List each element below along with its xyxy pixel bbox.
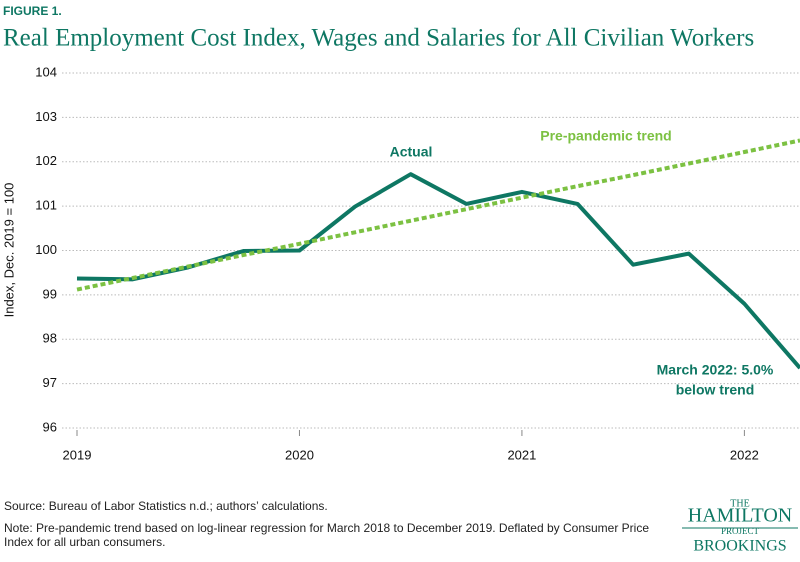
y-tick-label: 104 xyxy=(35,64,57,79)
y-tick-label: 98 xyxy=(43,331,57,346)
series-label: Pre-pandemic trend xyxy=(540,128,671,144)
series-line xyxy=(76,138,800,292)
y-tick-label: 102 xyxy=(35,153,57,168)
series-label: Actual xyxy=(390,144,433,160)
note: Note: Pre-pandemic trend based on log-li… xyxy=(4,521,649,549)
y-tick-label: 101 xyxy=(35,198,57,213)
logo-hamilton: HAMILTON xyxy=(688,505,792,527)
logo-the: THE xyxy=(730,498,749,509)
y-axis-label: Index, Dec. 2019 = 100 xyxy=(1,183,16,318)
y-tick-label: 99 xyxy=(43,286,57,301)
x-tick-label: 2019 xyxy=(63,447,92,462)
source: Source: Bureau of Labor Statistics n.d.;… xyxy=(4,499,328,513)
x-tick-label: 2022 xyxy=(730,447,759,462)
logo-project: PROJECT xyxy=(721,526,760,536)
y-tick-label: 103 xyxy=(35,109,57,124)
y-tick-label: 96 xyxy=(43,419,57,434)
y-tick-label: 97 xyxy=(43,375,57,390)
y-tick-label: 100 xyxy=(35,242,57,257)
x-tick-label: 2021 xyxy=(507,447,536,462)
logo-brookings: BROOKINGS xyxy=(693,538,786,555)
annotation: March 2022: 5.0% xyxy=(657,362,774,378)
chart-title: Real Employment Cost Index, Wages and Sa… xyxy=(3,25,754,52)
figure-label: FIGURE 1. xyxy=(3,4,62,18)
annotation: below trend xyxy=(676,382,755,398)
x-tick-label: 2020 xyxy=(285,447,314,462)
